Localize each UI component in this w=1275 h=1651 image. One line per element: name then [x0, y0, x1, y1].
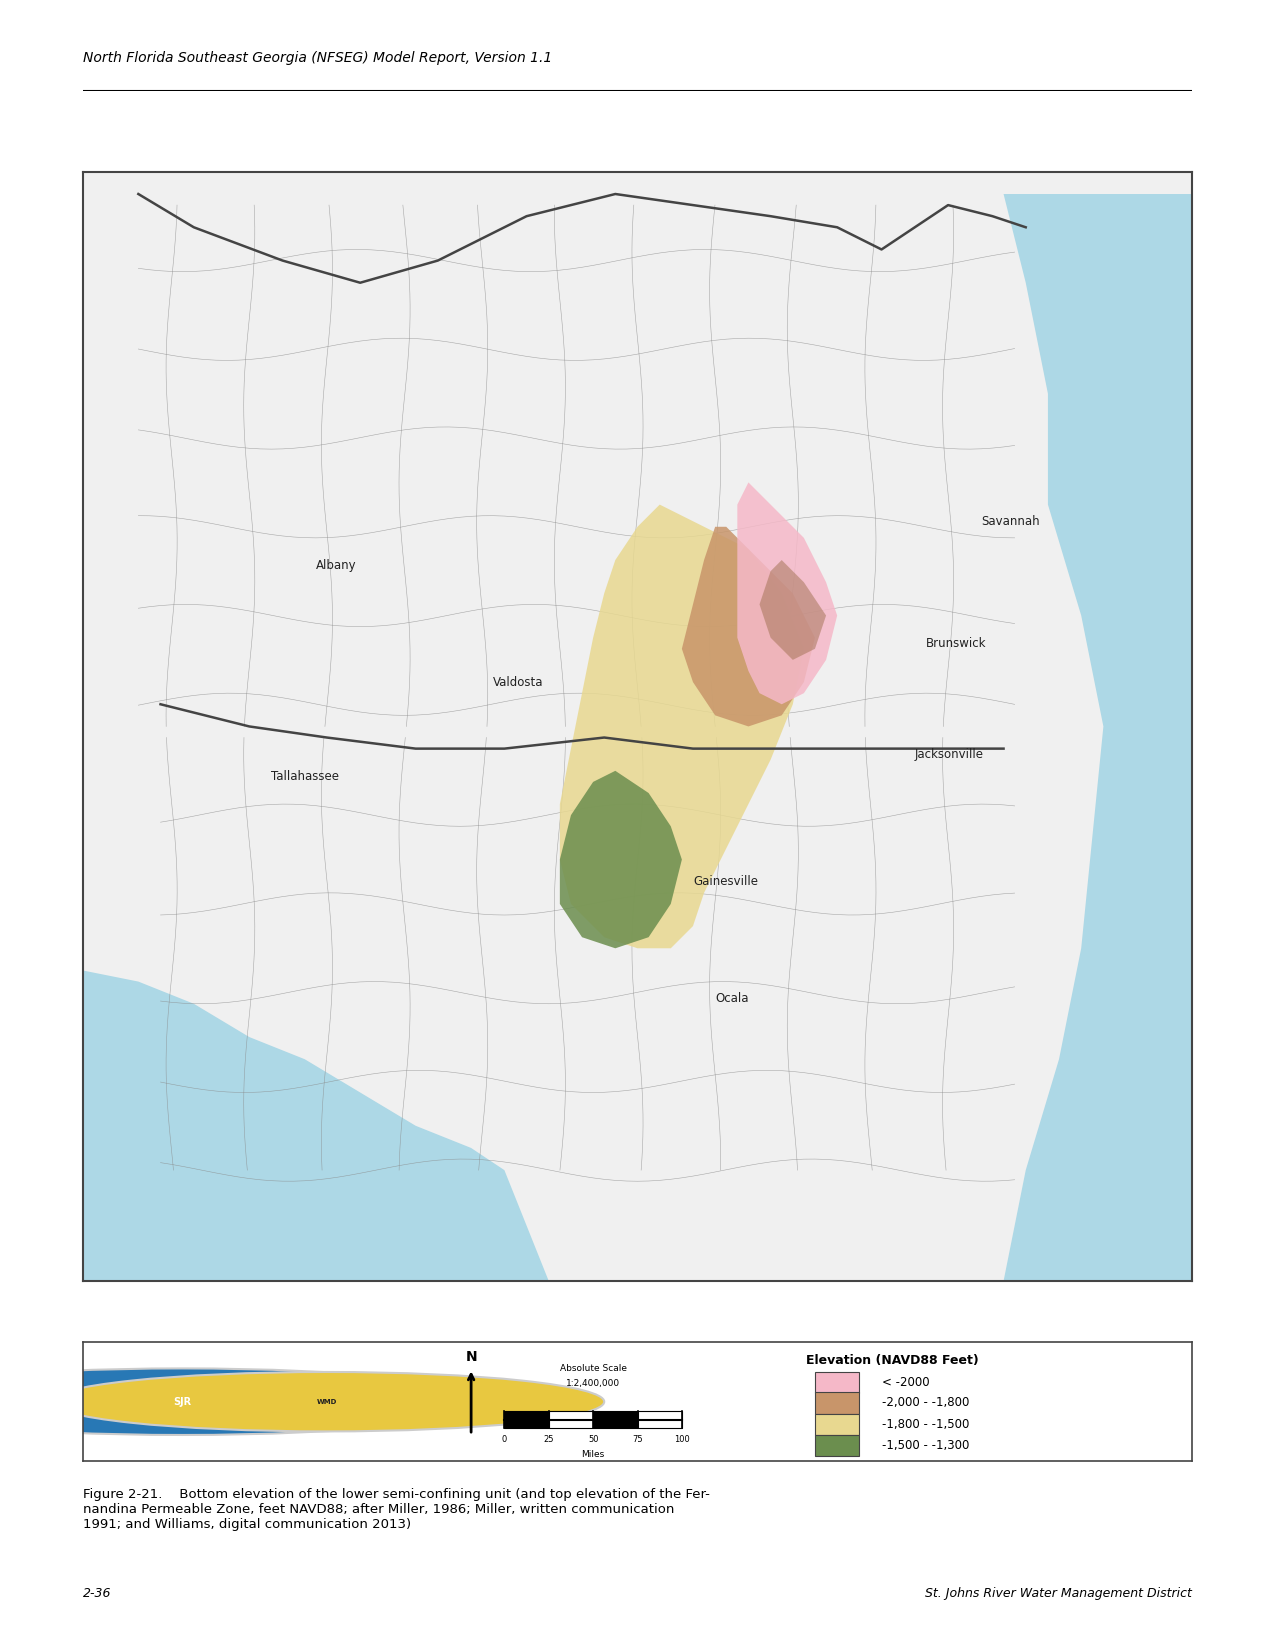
Text: 100: 100: [674, 1435, 690, 1445]
Polygon shape: [1003, 195, 1192, 1281]
Text: 0: 0: [502, 1435, 507, 1445]
Text: 50: 50: [588, 1435, 598, 1445]
Text: Ocala: Ocala: [715, 992, 748, 1005]
Bar: [505, 1412, 548, 1428]
Text: -1,500 - -1,300: -1,500 - -1,300: [881, 1440, 969, 1453]
Bar: [815, 1392, 859, 1413]
Bar: [815, 1413, 859, 1435]
Polygon shape: [682, 527, 815, 726]
Text: Absolute Scale: Absolute Scale: [560, 1364, 626, 1374]
Text: < -2000: < -2000: [881, 1377, 929, 1388]
Text: 2-36: 2-36: [83, 1587, 111, 1600]
Text: North Florida Southeast Georgia (NFSEG) Model Report, Version 1.1: North Florida Southeast Georgia (NFSEG) …: [83, 51, 552, 64]
Polygon shape: [560, 771, 682, 948]
Text: N: N: [465, 1349, 477, 1364]
Text: Valdosta: Valdosta: [493, 675, 544, 688]
Bar: [638, 1412, 682, 1428]
Text: St. Johns River Water Management District: St. Johns River Water Management Distric…: [926, 1587, 1192, 1600]
Bar: [815, 1435, 859, 1456]
Bar: [548, 1412, 593, 1428]
Text: 75: 75: [632, 1435, 643, 1445]
Bar: [593, 1412, 638, 1428]
Text: Brunswick: Brunswick: [926, 637, 987, 650]
Circle shape: [0, 1369, 493, 1435]
Polygon shape: [560, 505, 805, 948]
Text: SJR: SJR: [173, 1397, 191, 1407]
Polygon shape: [760, 560, 826, 660]
Text: Albany: Albany: [316, 560, 357, 573]
Text: WMD: WMD: [316, 1398, 337, 1405]
Polygon shape: [83, 971, 548, 1281]
Text: -2,000 - -1,800: -2,000 - -1,800: [881, 1397, 969, 1410]
Text: Miles: Miles: [581, 1450, 604, 1458]
Text: Savannah: Savannah: [982, 515, 1040, 528]
Polygon shape: [737, 482, 838, 705]
Text: Figure 2-21.    Bottom elevation of the lower semi-confining unit (and top eleva: Figure 2-21. Bottom elevation of the low…: [83, 1488, 710, 1530]
Text: 25: 25: [543, 1435, 555, 1445]
Text: Tallahassee: Tallahassee: [272, 769, 339, 783]
Text: Elevation (NAVD88 Feet): Elevation (NAVD88 Feet): [806, 1354, 979, 1367]
Text: Jacksonville: Jacksonville: [914, 748, 984, 761]
Text: Gainesville: Gainesville: [694, 875, 757, 888]
Text: 1:2,400,000: 1:2,400,000: [566, 1379, 620, 1388]
Circle shape: [50, 1372, 604, 1431]
Text: -1,800 - -1,500: -1,800 - -1,500: [881, 1418, 969, 1431]
Bar: [815, 1372, 859, 1393]
